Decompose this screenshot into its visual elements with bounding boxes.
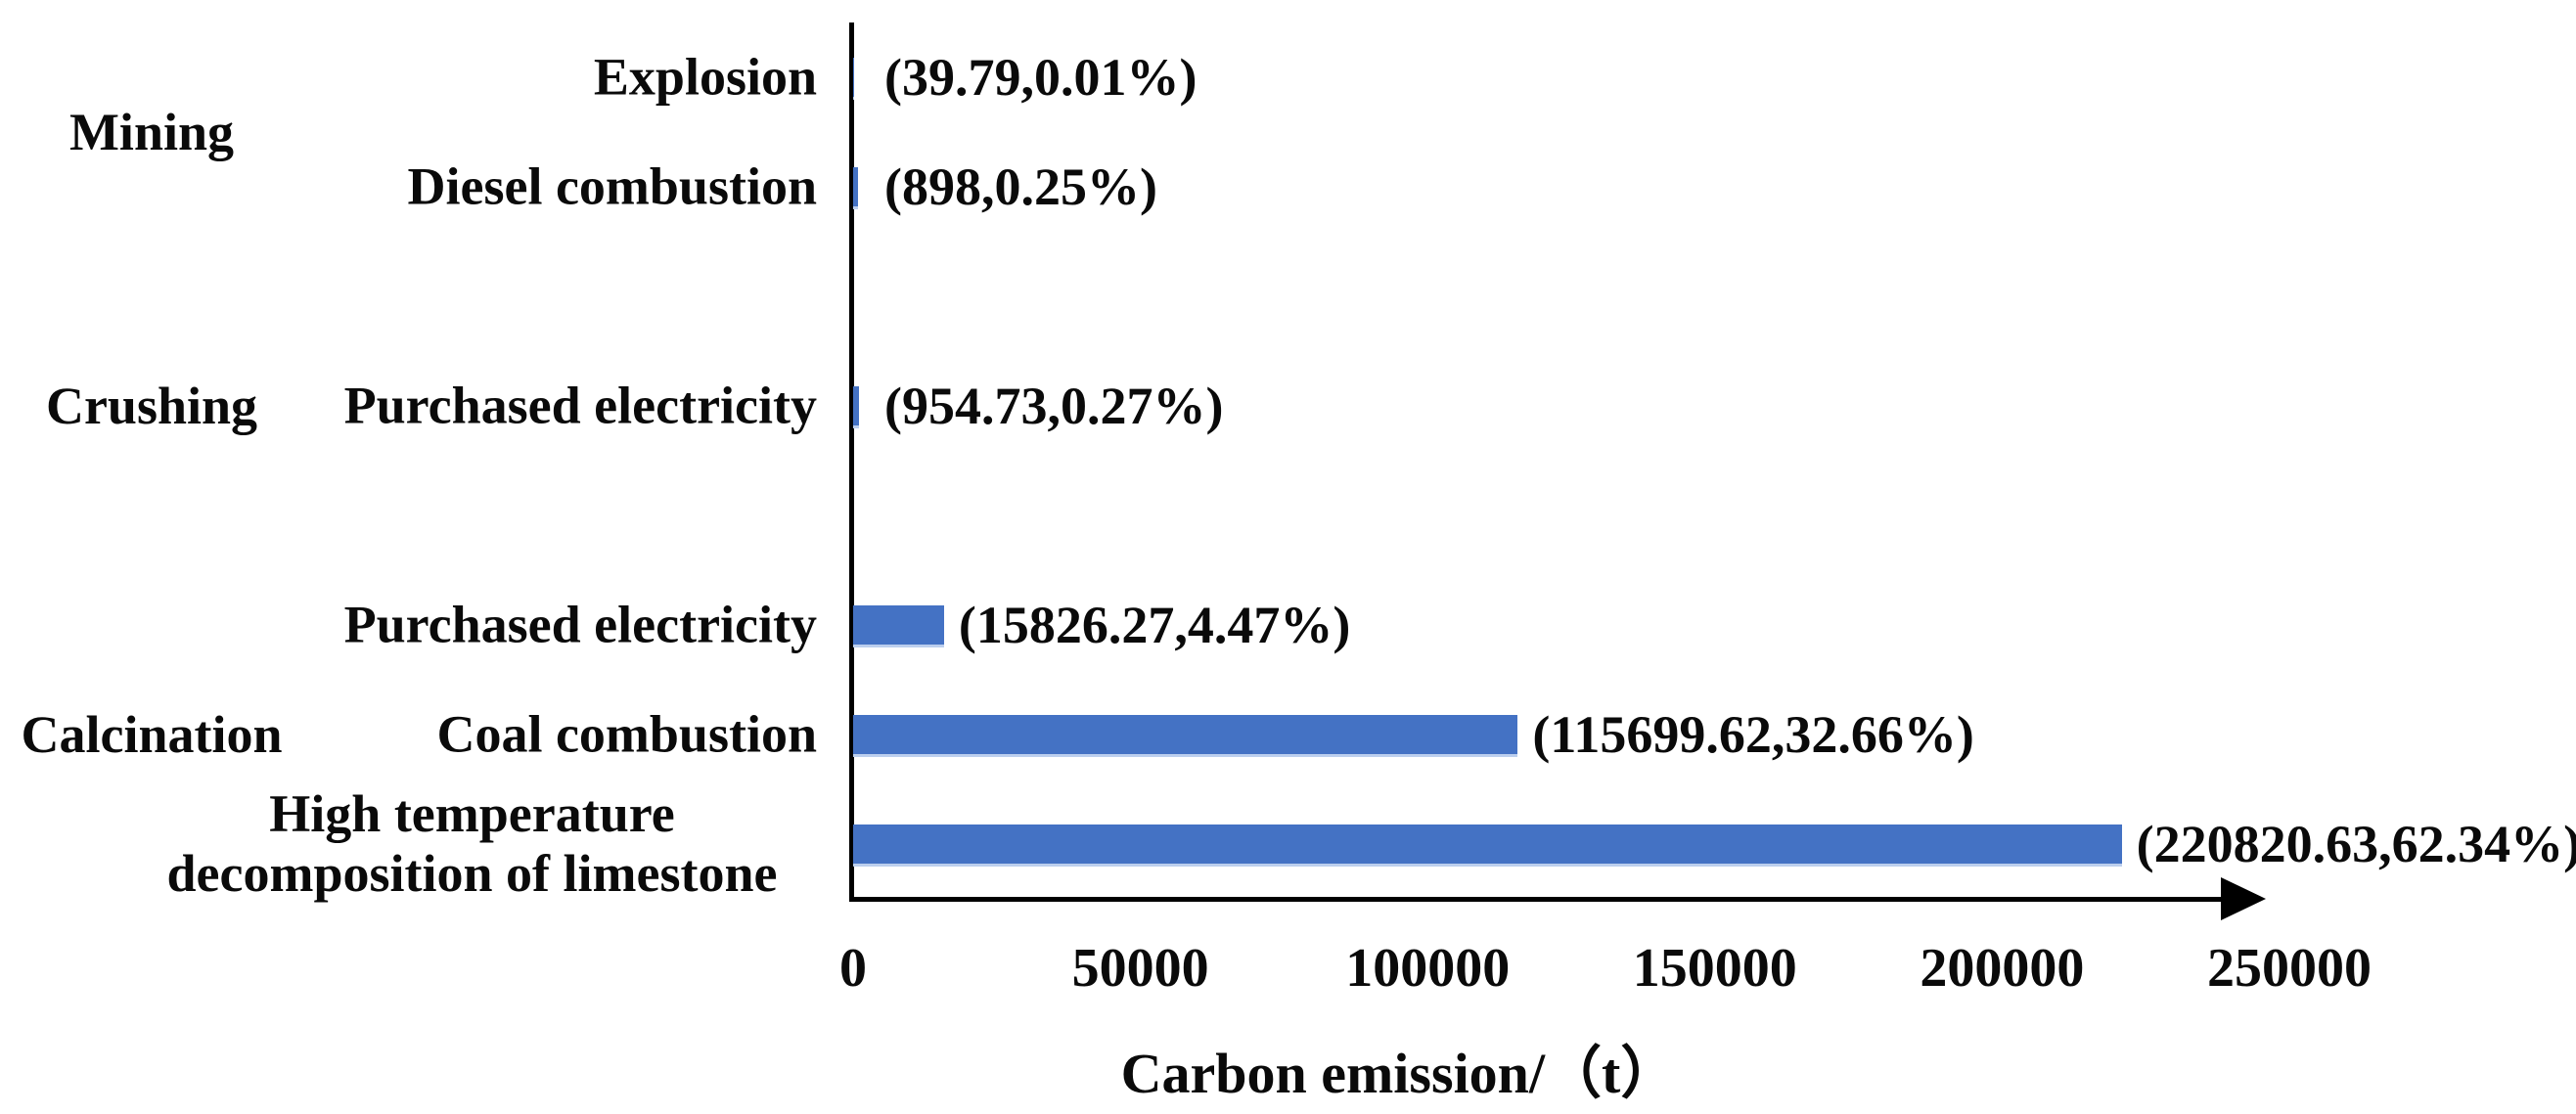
value-label-calcination-purchased-electricity: (15826.27,4.47%)	[958, 596, 1351, 654]
group-label-calcination: Calcination	[21, 705, 283, 764]
category-label-calcination-purchased-electricity: Purchased electricity	[343, 595, 817, 654]
bar-calcination-purchased-electricity	[853, 605, 944, 647]
value-label-calcination-coal-combustion: (115699.62,32.66%)	[1532, 705, 1974, 764]
category-label-calcination-coal-combustion: Coal combustion	[436, 704, 817, 764]
x-tick-label-100000: 100000	[1345, 938, 1511, 999]
x-axis-line	[849, 897, 2223, 902]
x-tick-label-200000: 200000	[1920, 938, 2085, 999]
y-axis-line	[849, 22, 854, 901]
x-tick-label-50000: 50000	[1071, 938, 1209, 999]
category-label-mining-diesel-combustion: Diesel combustion	[407, 156, 818, 216]
x-axis-arrow-icon	[2221, 877, 2266, 920]
value-label-mining-explosion: (39.79,0.01%)	[884, 48, 1198, 107]
x-tick-label-0: 0	[839, 938, 867, 999]
value-label-crushing-purchased-electricity: (954.73,0.27%)	[884, 377, 1224, 435]
x-tick-label-150000: 150000	[1632, 938, 1797, 999]
x-tick-label-250000: 250000	[2207, 938, 2372, 999]
x-axis-title: Carbon emission/（t）	[1120, 1042, 1678, 1105]
category-label-mining-explosion: Explosion	[593, 47, 817, 107]
bar-calcination-high-temperature	[853, 824, 2122, 867]
value-label-mining-diesel-combustion: (898,0.25%)	[884, 157, 1157, 216]
value-label-calcination-high-temperature: (220820.63,62.34%)	[2136, 815, 2576, 873]
bar-calcination-coal-combustion	[853, 715, 1518, 757]
bar-mining-diesel-combustion	[853, 167, 859, 209]
category-label-calcination-high-temperature: High temperature decomposition of limest…	[166, 783, 778, 903]
category-label-crushing-purchased-electricity: Purchased electricity	[343, 376, 817, 435]
group-label-mining: Mining	[68, 103, 235, 161]
group-label-crushing: Crushing	[45, 377, 258, 435]
bar-crushing-purchased-electricity	[853, 386, 859, 428]
